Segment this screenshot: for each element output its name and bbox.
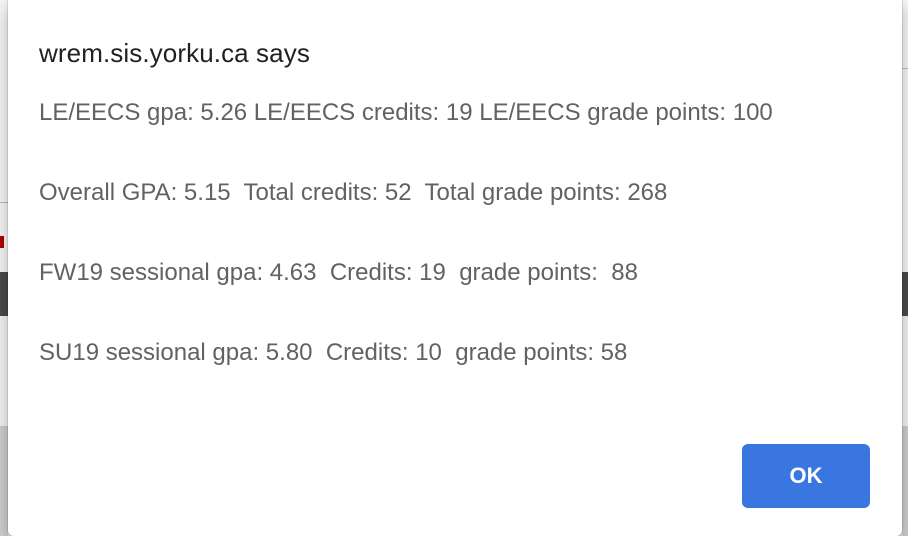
ok-button[interactable]: OK <box>742 444 870 508</box>
background-red-mark <box>0 236 4 248</box>
dialog-message: LE/EECS gpa: 5.26 LE/EECS credits: 19 LE… <box>39 96 869 370</box>
message-line-fw19-gpa: FW19 sessional gpa: 4.63 Credits: 19 gra… <box>39 259 639 286</box>
background-page-strip <box>0 0 8 272</box>
background-content <box>0 426 8 536</box>
background-nav-bar <box>902 272 908 316</box>
message-line-overall-gpa: Overall GPA: 5.15 Total credits: 52 Tota… <box>39 179 668 206</box>
background-divider <box>0 202 8 203</box>
background-page-strip <box>902 0 908 272</box>
background-content <box>902 426 908 536</box>
alert-dialog: wrem.sis.yorku.ca says LE/EECS gpa: 5.26… <box>8 0 902 536</box>
background-nav-bar <box>0 272 8 316</box>
background-divider <box>902 68 908 69</box>
background-content <box>902 316 908 426</box>
message-line-eecs-gpa: LE/EECS gpa: 5.26 LE/EECS credits: 19 LE… <box>39 99 773 126</box>
message-line-su19-gpa: SU19 sessional gpa: 5.80 Credits: 10 gra… <box>39 339 628 366</box>
dialog-title: wrem.sis.yorku.ca says <box>39 38 310 68</box>
background-content <box>0 316 8 426</box>
